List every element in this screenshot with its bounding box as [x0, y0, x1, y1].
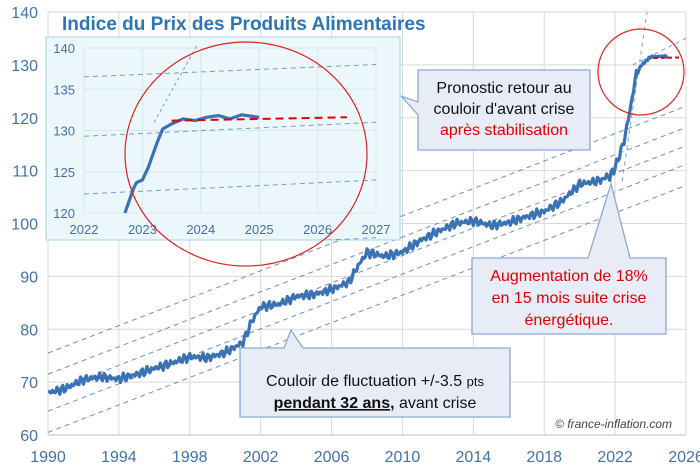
inset-panel: 120 125 130 135 140 2022 2023 2024 2025 2026 2027	[45, 36, 401, 241]
credit-text: © france-inflation.com	[555, 417, 672, 431]
increase-line-2: en 15 mois suite crise	[492, 290, 647, 307]
main-x-tick: 1998	[172, 449, 208, 466]
main-y-tick: 140	[11, 5, 38, 22]
inset-y-tick: 130	[53, 124, 75, 139]
increase-callout-box	[471, 181, 667, 335]
main-series	[48, 53, 679, 396]
forecast-callout-box	[400, 69, 591, 151]
corridor-line-1: Couloir de fluctuation +/-3.5 pts	[266, 373, 484, 390]
inset-corridor-lines	[83, 43, 377, 240]
main-y-tick: 130	[11, 58, 38, 75]
corridor-callout-box	[239, 328, 511, 418]
inset-x-tick: 2026	[303, 222, 332, 237]
corridor-prefix: Couloir de fluctuation +/-3.5	[266, 373, 462, 390]
peak-highlight-circle	[597, 28, 685, 116]
corridor-line-2: pendant 32 ans, avant crise	[274, 395, 477, 412]
forecast-line-2: couloir d'avant crise	[434, 101, 575, 118]
main-series-line	[48, 53, 670, 396]
corridor-line	[48, 163, 686, 412]
main-y-tick: 90	[20, 269, 38, 286]
inset-corridor-line	[83, 64, 377, 78]
projection-line	[621, 12, 648, 182]
inset-y-tick: 120	[53, 206, 75, 221]
forecast-callout: Pronostic retour au couloir d'avant cris…	[400, 69, 591, 151]
inset-x-tick: 2024	[186, 222, 215, 237]
inset-axes: 120 125 130 135 140 2022 2023 2024 2025 2026 2027	[53, 41, 390, 237]
main-x-tick: 2010	[385, 449, 421, 466]
main-y-tick: 60	[20, 428, 38, 445]
projection-line	[632, 37, 686, 66]
inset-x-tick: 2023	[128, 222, 157, 237]
inset-background	[45, 36, 401, 241]
inset-x-tick: 2022	[70, 222, 99, 237]
corridor-line	[48, 185, 686, 433]
main-x-tick: 2006	[314, 449, 350, 466]
main-y-tick: 100	[11, 217, 38, 234]
main-axes: 60 70 80 90 100 110 120 130 140 1990 1994 1998 2002 2…	[11, 5, 700, 466]
increase-line-3: énergétique.	[525, 312, 614, 329]
inset-corridor-line	[83, 121, 377, 137]
increase-callout: Augmentation de 18% en 15 mois suite cri…	[471, 181, 667, 335]
main-x-tick: 1990	[30, 449, 66, 466]
inset-y-tick: 140	[53, 41, 75, 56]
inset-highlight-circle	[124, 41, 368, 267]
inset-y-tick: 125	[53, 165, 75, 180]
corridor-bold: pendant 32 ans,	[274, 395, 395, 412]
inset-y-tick: 135	[53, 82, 75, 97]
inset-series	[123, 113, 347, 214]
main-y-tick: 120	[11, 111, 38, 128]
main-x-tick: 2002	[243, 449, 279, 466]
forecast-line-3: après stabilisation	[440, 122, 568, 139]
inset-projection-line	[153, 43, 199, 123]
main-x-tick: 2022	[597, 449, 633, 466]
main-y-tick: 110	[12, 164, 38, 181]
inset-forecast-line	[171, 116, 347, 122]
corridor-unit: pts	[467, 374, 485, 389]
main-x-tick: 2018	[526, 449, 562, 466]
increase-line-1: Augmentation de 18%	[490, 268, 647, 285]
main-x-tick: 2026	[668, 449, 700, 466]
main-x-tick: 2014	[456, 449, 492, 466]
chart-title: Indice du Prix des Produits Alimentaires	[62, 14, 426, 35]
main-y-tick: 80	[20, 322, 38, 339]
corridor-callout: Couloir de fluctuation +/-3.5 pts pendan…	[239, 328, 511, 418]
forecast-line-1: Pronostic retour au	[436, 80, 571, 97]
main-y-tick: 70	[20, 375, 38, 392]
inset-x-tick: 2025	[245, 222, 274, 237]
main-x-tick: 1994	[101, 449, 137, 466]
corridor-suffix: avant crise	[399, 395, 476, 412]
inset-x-tick: 2027	[362, 222, 391, 237]
